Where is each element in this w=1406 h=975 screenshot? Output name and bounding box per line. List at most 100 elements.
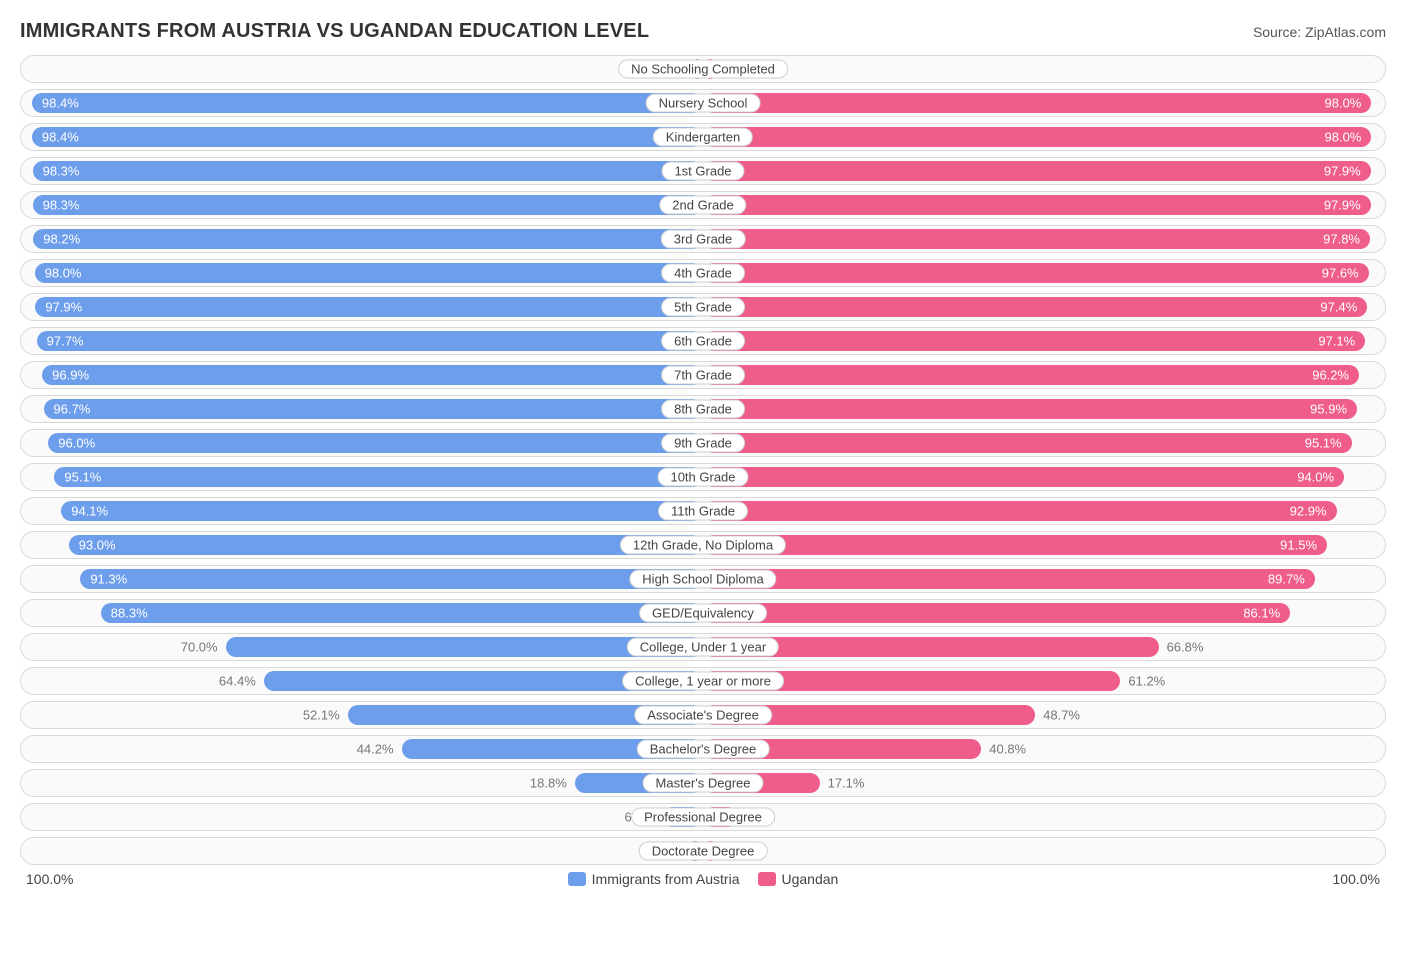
value-right: 40.8%	[989, 742, 1026, 757]
axis-right-label: 100.0%	[1333, 871, 1380, 887]
bar-right	[703, 263, 1369, 283]
row-right-half: 97.8%	[703, 226, 1385, 252]
value-left: 70.0%	[181, 640, 218, 655]
row-left-half: 52.1%	[21, 702, 703, 728]
bar-right	[703, 161, 1371, 181]
row-right-half: 91.5%	[703, 532, 1385, 558]
bar-right	[703, 535, 1327, 555]
row-left-half: 18.8%	[21, 770, 703, 796]
bar-left	[42, 365, 703, 385]
bar-left	[61, 501, 703, 521]
row-left-half: 98.3%	[21, 192, 703, 218]
category-label: 12th Grade, No Diploma	[620, 536, 786, 555]
row-right-half: 95.1%	[703, 430, 1385, 456]
row-right-half: 97.9%	[703, 192, 1385, 218]
row-right-half: 61.2%	[703, 668, 1385, 694]
row-right-half: 86.1%	[703, 600, 1385, 626]
category-label: 10th Grade	[657, 468, 748, 487]
bar-left	[33, 161, 703, 181]
source-name: ZipAtlas.com	[1305, 24, 1386, 40]
row-left-half: 70.0%	[21, 634, 703, 660]
row-right-half: 94.0%	[703, 464, 1385, 490]
row-right-half: 66.8%	[703, 634, 1385, 660]
chart-row: 97.9%97.4%5th Grade	[20, 293, 1386, 321]
source-prefix: Source:	[1253, 24, 1305, 40]
row-right-half: 96.2%	[703, 362, 1385, 388]
row-right-half: 5.1%	[703, 804, 1385, 830]
bar-left	[80, 569, 703, 589]
chart-row: 98.2%97.8%3rd Grade	[20, 225, 1386, 253]
axis-left-label: 100.0%	[26, 871, 73, 887]
category-label: Kindergarten	[653, 128, 753, 147]
bar-right	[703, 331, 1365, 351]
legend-item-left: Immigrants from Austria	[568, 871, 740, 887]
row-left-half: 96.7%	[21, 396, 703, 422]
category-label: Professional Degree	[631, 808, 775, 827]
category-label: 4th Grade	[661, 264, 745, 283]
row-right-half: 95.9%	[703, 396, 1385, 422]
bar-left	[32, 93, 703, 113]
bar-left	[32, 127, 703, 147]
legend-item-right: Ugandan	[758, 871, 839, 887]
category-label: College, 1 year or more	[622, 672, 784, 691]
row-left-half: 64.4%	[21, 668, 703, 694]
bar-right	[703, 297, 1367, 317]
chart-row: 93.0%91.5%12th Grade, No Diploma	[20, 531, 1386, 559]
row-right-half: 98.0%	[703, 90, 1385, 116]
row-left-half: 98.4%	[21, 90, 703, 116]
bar-right	[703, 93, 1371, 113]
bar-left	[33, 195, 703, 215]
chart-row: 2.4%2.2%Doctorate Degree	[20, 837, 1386, 865]
legend-label-right: Ugandan	[782, 871, 839, 887]
chart-container: IMMIGRANTS FROM AUSTRIA VS UGANDAN EDUCA…	[20, 20, 1386, 887]
bar-right	[703, 603, 1290, 623]
row-right-half: 92.9%	[703, 498, 1385, 524]
bar-right	[703, 127, 1371, 147]
row-right-half: 97.1%	[703, 328, 1385, 354]
chart-row: 18.8%17.1%Master's Degree	[20, 769, 1386, 797]
category-label: Doctorate Degree	[639, 842, 768, 861]
value-left: 52.1%	[303, 708, 340, 723]
bar-right	[703, 365, 1359, 385]
value-left: 64.4%	[219, 674, 256, 689]
row-left-half: 88.3%	[21, 600, 703, 626]
category-label: Master's Degree	[643, 774, 764, 793]
row-right-half: 97.4%	[703, 294, 1385, 320]
category-label: 9th Grade	[661, 434, 745, 453]
bar-right	[703, 399, 1357, 419]
row-left-half: 91.3%	[21, 566, 703, 592]
category-label: Associate's Degree	[634, 706, 772, 725]
category-label: No Schooling Completed	[618, 60, 788, 79]
chart-source: Source: ZipAtlas.com	[1253, 24, 1386, 40]
row-left-half: 94.1%	[21, 498, 703, 524]
chart-row: 64.4% 61.2%College, 1 year or more	[20, 667, 1386, 695]
row-left-half: 96.9%	[21, 362, 703, 388]
chart-row: 6.0%5.1%Professional Degree	[20, 803, 1386, 831]
category-label: Bachelor's Degree	[637, 740, 770, 759]
chart-row: 94.1%92.9%11th Grade	[20, 497, 1386, 525]
category-label: 1st Grade	[661, 162, 744, 181]
row-left-half: 95.1%	[21, 464, 703, 490]
chart-row: 88.3%86.1%GED/Equivalency	[20, 599, 1386, 627]
chart-row: 98.0%97.6%4th Grade	[20, 259, 1386, 287]
row-right-half: 97.6%	[703, 260, 1385, 286]
category-label: 3rd Grade	[661, 230, 746, 249]
row-right-half: 98.0%	[703, 124, 1385, 150]
chart-axis: 100.0% Immigrants from Austria Ugandan 1…	[20, 871, 1386, 887]
legend-swatch-right	[758, 872, 776, 886]
row-left-half: 98.3%	[21, 158, 703, 184]
row-left-half: 98.0%	[21, 260, 703, 286]
row-left-half: 97.7%	[21, 328, 703, 354]
bar-right	[703, 433, 1352, 453]
chart-rows: 1.7%2.0%No Schooling Completed98.4%98.0%…	[20, 55, 1386, 865]
row-right-half: 97.9%	[703, 158, 1385, 184]
category-label: 7th Grade	[661, 366, 745, 385]
row-right-half: 2.0%	[703, 56, 1385, 82]
chart-row: 98.4%98.0%Kindergarten	[20, 123, 1386, 151]
bar-right	[703, 229, 1370, 249]
bar-left	[35, 263, 703, 283]
category-label: 5th Grade	[661, 298, 745, 317]
bar-left	[54, 467, 703, 487]
category-label: High School Diploma	[629, 570, 776, 589]
chart-row: 96.9%96.2%7th Grade	[20, 361, 1386, 389]
